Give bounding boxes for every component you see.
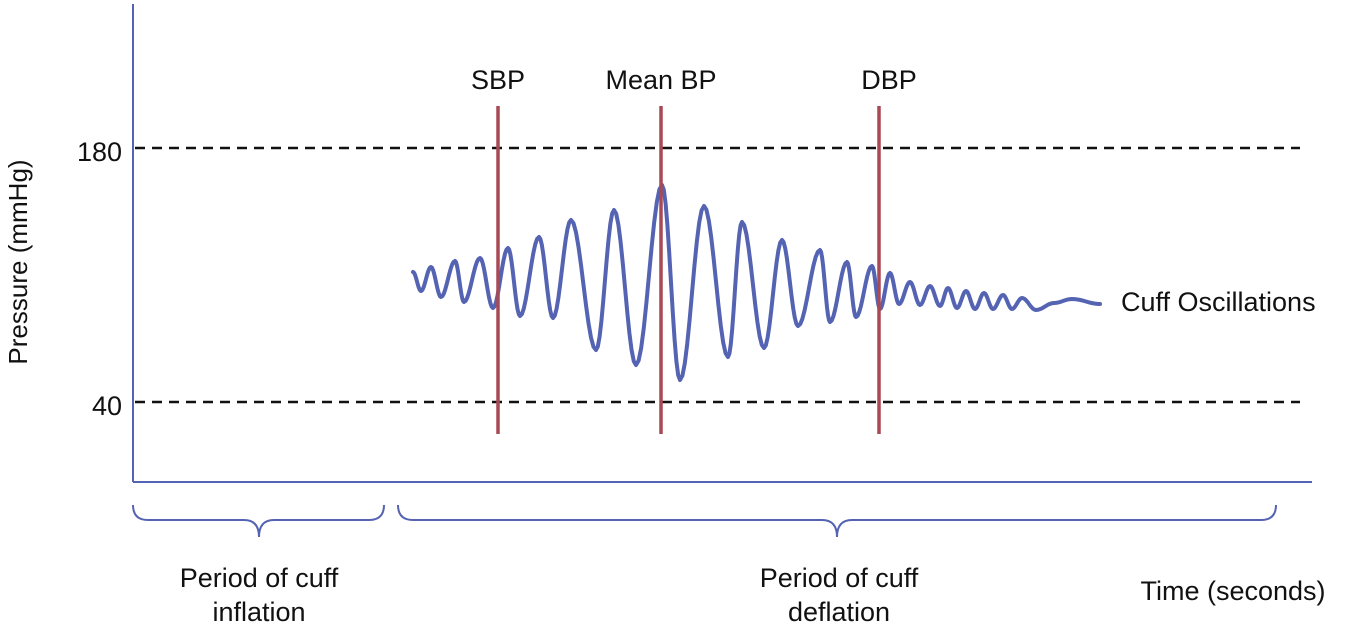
deflation-period-label-line1: Period of cuff [760, 563, 919, 593]
dbp-label: DBP [861, 65, 917, 95]
y-axis-title: Pressure (mmHg) [3, 159, 33, 364]
inflation-period-label-line2: inflation [212, 597, 305, 627]
x-axis-title: Time (seconds) [1140, 576, 1325, 606]
mean-bp-label: Mean BP [605, 65, 716, 95]
y-tick-label-40: 40 [92, 391, 122, 421]
sbp-label: SBP [471, 65, 525, 95]
y-tick-label-180: 180 [77, 137, 122, 167]
inflation-period-brace [132, 504, 385, 538]
deflation-period-brace [397, 504, 1277, 538]
deflation-period-label-line2: deflation [788, 597, 890, 627]
cuff-oscillation-waveform [411, 183, 1102, 382]
cuff-oscillations-label: Cuff Oscillations [1121, 287, 1316, 317]
inflation-period-label-line1: Period of cuff [180, 563, 339, 593]
